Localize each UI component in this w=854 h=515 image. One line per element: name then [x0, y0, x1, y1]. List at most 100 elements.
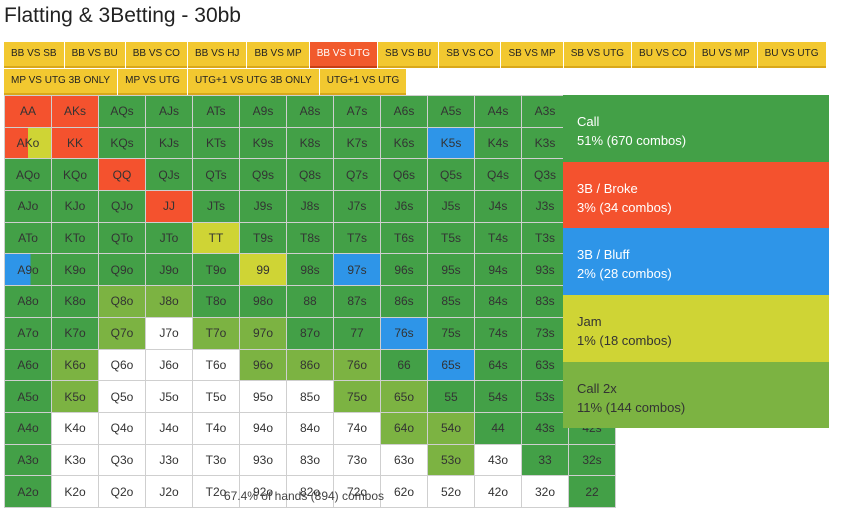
hand-cell-q7o[interactable]: Q7o	[99, 317, 145, 349]
hand-cell-aqo[interactable]: AQo	[5, 159, 51, 191]
hand-cell-ats[interactable]: ATs	[193, 96, 239, 127]
hand-cell-ajs[interactable]: AJs	[146, 96, 192, 127]
hand-cell-75o[interactable]: 75o	[334, 381, 380, 412]
tab-bb-vs-co[interactable]: BB VS CO	[125, 42, 187, 68]
hand-cell-j8o[interactable]: J8o	[146, 286, 192, 317]
hand-cell-86s[interactable]: 86s	[381, 286, 427, 317]
hand-cell-qjo[interactable]: QJo	[99, 191, 145, 222]
hand-cell-jto[interactable]: JTo	[146, 222, 192, 254]
hand-cell-64s[interactable]: 64s	[475, 349, 521, 381]
hand-cell-kqo[interactable]: KQo	[52, 159, 98, 191]
hand-cell-q8s[interactable]: Q8s	[287, 159, 333, 191]
hand-cell-j4o[interactable]: J4o	[146, 412, 192, 444]
tab-utg-1-vs-utg-3b-only[interactable]: UTG+1 VS UTG 3B ONLY	[187, 69, 319, 95]
hand-cell-k3s[interactable]: K3s	[522, 127, 568, 159]
hand-cell-j7s[interactable]: J7s	[334, 191, 380, 222]
hand-cell-j4s[interactable]: J4s	[475, 191, 521, 222]
hand-cell-q4o[interactable]: Q4o	[99, 412, 145, 444]
hand-cell-42o[interactable]: 42o	[475, 476, 521, 507]
hand-cell-82o[interactable]: 82o	[287, 476, 333, 507]
hand-cell-t3o[interactable]: T3o	[193, 444, 239, 476]
hand-cell-76o[interactable]: 76o	[334, 349, 380, 381]
hand-cell-jts[interactable]: JTs	[193, 191, 239, 222]
hand-cell-65o[interactable]: 65o	[381, 381, 427, 412]
hand-cell-t5o[interactable]: T5o	[193, 381, 239, 412]
hand-cell-qq[interactable]: QQ	[99, 159, 145, 191]
hand-cell-jj[interactable]: JJ	[146, 191, 192, 222]
hand-cell-a3s[interactable]: A3s	[522, 96, 568, 127]
hand-cell-kts[interactable]: KTs	[193, 127, 239, 159]
tab-bb-vs-mp[interactable]: BB VS MP	[247, 42, 309, 68]
hand-cell-88[interactable]: 88	[287, 286, 333, 317]
hand-cell-k4s[interactable]: K4s	[475, 127, 521, 159]
hand-cell-53o[interactable]: 53o	[428, 444, 474, 476]
hand-cell-q9s[interactable]: Q9s	[240, 159, 286, 191]
hand-cell-kto[interactable]: KTo	[52, 222, 98, 254]
hand-cell-73o[interactable]: 73o	[334, 444, 380, 476]
hand-cell-84o[interactable]: 84o	[287, 412, 333, 444]
hand-cell-a2o[interactable]: A2o	[5, 476, 51, 507]
hand-cell-q5s[interactable]: Q5s	[428, 159, 474, 191]
hand-cell-j9s[interactable]: J9s	[240, 191, 286, 222]
hand-cell-qto[interactable]: QTo	[99, 222, 145, 254]
hand-cell-q6s[interactable]: Q6s	[381, 159, 427, 191]
hand-cell-j9o[interactable]: J9o	[146, 254, 192, 286]
hand-cell-99[interactable]: 99	[240, 254, 286, 286]
hand-cell-72o[interactable]: 72o	[334, 476, 380, 507]
hand-cell-97s[interactable]: 97s	[334, 254, 380, 286]
hand-cell-q3o[interactable]: Q3o	[99, 444, 145, 476]
hand-cell-k5s[interactable]: K5s	[428, 127, 474, 159]
hand-cell-kjo[interactable]: KJo	[52, 191, 98, 222]
hand-cell-44[interactable]: 44	[475, 412, 521, 444]
hand-cell-86o[interactable]: 86o	[287, 349, 333, 381]
hand-cell-t2o[interactable]: T2o	[193, 476, 239, 507]
hand-cell-j3s[interactable]: J3s	[522, 191, 568, 222]
hand-cell-j6s[interactable]: J6s	[381, 191, 427, 222]
hand-cell-66[interactable]: 66	[381, 349, 427, 381]
hand-cell-j3o[interactable]: J3o	[146, 444, 192, 476]
hand-cell-t3s[interactable]: T3s	[522, 222, 568, 254]
hand-cell-q4s[interactable]: Q4s	[475, 159, 521, 191]
hand-cell-32o[interactable]: 32o	[522, 476, 568, 507]
hand-cell-77[interactable]: 77	[334, 317, 380, 349]
hand-cell-t9s[interactable]: T9s	[240, 222, 286, 254]
hand-cell-k2o[interactable]: K2o	[52, 476, 98, 507]
hand-cell-43o[interactable]: 43o	[475, 444, 521, 476]
hand-cell-q3s[interactable]: Q3s	[522, 159, 568, 191]
hand-cell-aks[interactable]: AKs	[52, 96, 98, 127]
hand-cell-93o[interactable]: 93o	[240, 444, 286, 476]
hand-cell-k9o[interactable]: K9o	[52, 254, 98, 286]
hand-cell-74s[interactable]: 74s	[475, 317, 521, 349]
hand-cell-95s[interactable]: 95s	[428, 254, 474, 286]
hand-cell-a7s[interactable]: A7s	[334, 96, 380, 127]
tab-bu-vs-co[interactable]: BU VS CO	[632, 42, 694, 68]
hand-cell-73s[interactable]: 73s	[522, 317, 568, 349]
hand-cell-63s[interactable]: 63s	[522, 349, 568, 381]
hand-cell-92o[interactable]: 92o	[240, 476, 286, 507]
tab-sb-vs-utg[interactable]: SB VS UTG	[563, 42, 632, 68]
hand-cell-64o[interactable]: 64o	[381, 412, 427, 444]
tab-bb-vs-sb[interactable]: BB VS SB	[4, 42, 64, 68]
hand-cell-62o[interactable]: 62o	[381, 476, 427, 507]
hand-cell-j8s[interactable]: J8s	[287, 191, 333, 222]
hand-cell-ato[interactable]: ATo	[5, 222, 51, 254]
hand-cell-k3o[interactable]: K3o	[52, 444, 98, 476]
hand-cell-93s[interactable]: 93s	[522, 254, 568, 286]
hand-cell-j5o[interactable]: J5o	[146, 381, 192, 412]
hand-cell-qjs[interactable]: QJs	[146, 159, 192, 191]
hand-cell-qts[interactable]: QTs	[193, 159, 239, 191]
hand-cell-a5s[interactable]: A5s	[428, 96, 474, 127]
hand-cell-87s[interactable]: 87s	[334, 286, 380, 317]
hand-cell-k6s[interactable]: K6s	[381, 127, 427, 159]
hand-cell-j2o[interactable]: J2o	[146, 476, 192, 507]
hand-cell-t4o[interactable]: T4o	[193, 412, 239, 444]
tab-sb-vs-mp[interactable]: SB VS MP	[501, 42, 563, 68]
hand-cell-63o[interactable]: 63o	[381, 444, 427, 476]
hand-cell-76s[interactable]: 76s	[381, 317, 427, 349]
hand-cell-k7o[interactable]: K7o	[52, 317, 98, 349]
hand-cell-kk[interactable]: KK	[52, 127, 98, 159]
hand-cell-95o[interactable]: 95o	[240, 381, 286, 412]
hand-cell-a4s[interactable]: A4s	[475, 96, 521, 127]
hand-cell-a7o[interactable]: A7o	[5, 317, 51, 349]
hand-cell-t9o[interactable]: T9o	[193, 254, 239, 286]
